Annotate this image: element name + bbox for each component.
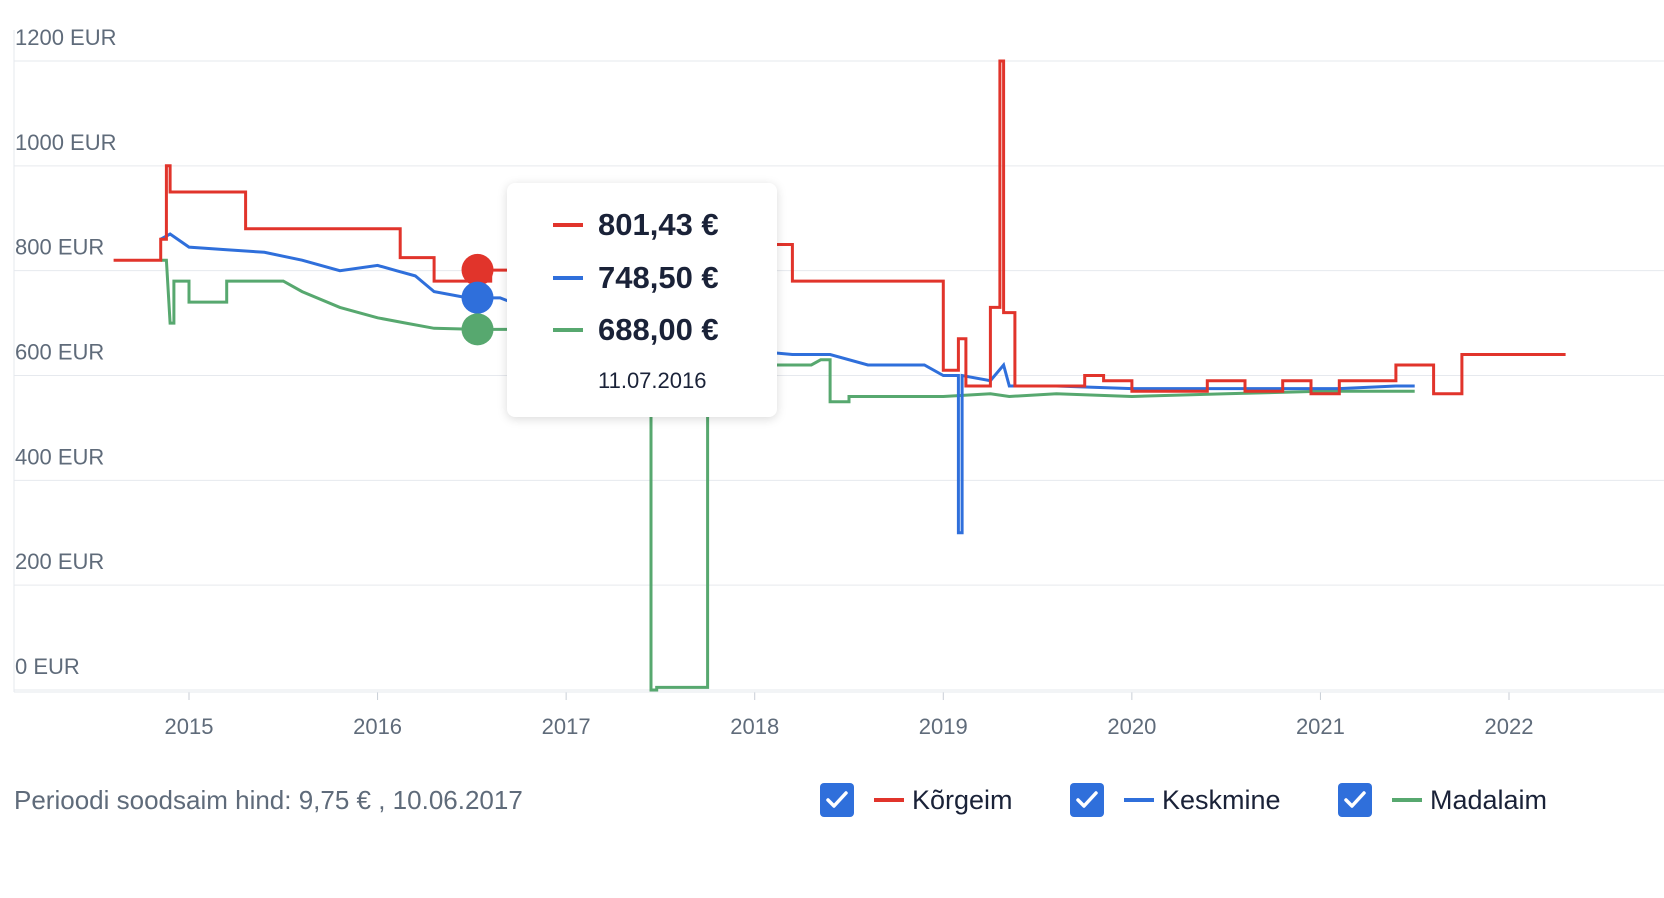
x-tick-label: 2022 xyxy=(1485,714,1534,739)
max-swatch-icon xyxy=(553,223,583,227)
y-tick-label: 200 EUR xyxy=(15,549,104,574)
x-tick-label: 2020 xyxy=(1107,714,1156,739)
hover-marker-Kõrgeim xyxy=(461,253,494,286)
series-line-Kõrgeim xyxy=(113,59,1566,396)
legend-item-min[interactable]: Madalaim xyxy=(1338,782,1547,818)
checkbox-max[interactable] xyxy=(820,783,854,817)
chart-axes: 1200 EUR 1000 EUR 800 EUR 600 EUR 400 EUR 200… xyxy=(13,25,1664,739)
chart-series xyxy=(113,59,1566,692)
price-chart: 1200 EUR 1000 EUR 800 EUR 600 EUR 400 EUR 200… xyxy=(13,25,1664,739)
y-tick-label: 400 EUR xyxy=(15,444,104,469)
x-tick-label: 2017 xyxy=(542,714,591,739)
tooltip-row-min: 688,00 € xyxy=(553,312,719,348)
chart-grid xyxy=(14,60,1664,691)
y-tick-label: 0 EUR xyxy=(15,654,80,679)
check-icon xyxy=(1344,791,1366,808)
x-tick-label: 2019 xyxy=(919,714,968,739)
hover-marker-Madalaim xyxy=(461,313,494,346)
series-line-Madalaim xyxy=(160,258,1415,692)
legend-label-max: Kõrgeim xyxy=(912,784,1013,815)
legend-label-avg: Keskmine xyxy=(1162,784,1281,815)
legend-label-min: Madalaim xyxy=(1430,784,1548,815)
y-tick-label: 1000 EUR xyxy=(15,130,117,155)
checkbox-avg[interactable] xyxy=(1070,783,1104,817)
legend-line-icon xyxy=(1124,798,1154,802)
tooltip-row-avg: 748,50 € xyxy=(553,260,719,296)
tooltip-date: 11.07.2016 xyxy=(598,368,707,393)
tooltip-row-max: 801,43 € xyxy=(553,207,719,243)
tooltip: 801,43 € 748,50 € 688,00 € 11.07.2016 xyxy=(507,183,777,417)
series-line-Keskmine xyxy=(159,232,1415,535)
check-icon xyxy=(826,791,848,808)
checkbox-min[interactable] xyxy=(1338,783,1372,817)
check-icon xyxy=(1076,791,1098,808)
tooltip-avg-value: 748,50 € xyxy=(598,260,719,295)
min-swatch-icon xyxy=(553,328,583,332)
x-tick-label: 2016 xyxy=(353,714,402,739)
x-tick-label: 2015 xyxy=(165,714,214,739)
legend-item-avg[interactable]: Keskmine xyxy=(1070,782,1281,818)
tooltip-max-value: 801,43 € xyxy=(598,207,719,242)
hover-marker-Keskmine xyxy=(461,281,494,314)
legend-line-icon xyxy=(874,798,904,802)
y-tick-label: 1200 EUR xyxy=(15,25,117,50)
tooltip-min-value: 688,00 € xyxy=(598,312,719,347)
x-tick-label: 2021 xyxy=(1296,714,1345,739)
cheapest-price-note: Perioodi soodsaim hind: 9,75 € , 10.06.2… xyxy=(14,785,523,815)
legend-item-max[interactable]: Kõrgeim xyxy=(820,782,1013,818)
y-tick-label: 600 EUR xyxy=(15,340,104,365)
avg-swatch-icon xyxy=(553,276,583,280)
legend-line-icon xyxy=(1392,798,1422,802)
x-tick-label: 2018 xyxy=(730,714,779,739)
hover-markers xyxy=(461,253,494,346)
y-tick-label: 800 EUR xyxy=(15,235,104,260)
